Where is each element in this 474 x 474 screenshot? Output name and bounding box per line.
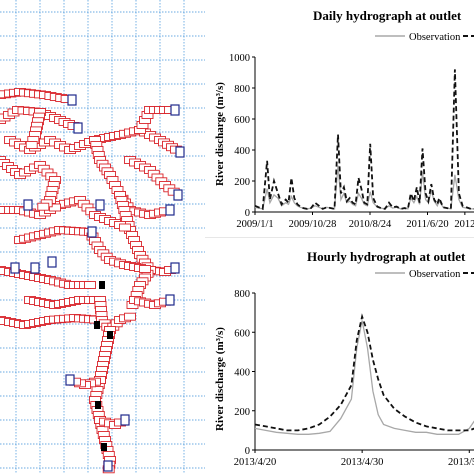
outlet-node bbox=[67, 94, 77, 106]
outlet-node bbox=[175, 146, 185, 158]
x-tick-label: 2013/4/20 bbox=[234, 457, 277, 468]
outlet-node bbox=[165, 204, 175, 216]
hourly-hydrograph-chart: Hourly hydrograph at outlet Observation … bbox=[205, 237, 474, 468]
series-line-observation bbox=[254, 165, 474, 210]
channel-segment bbox=[0, 156, 58, 181]
junction-marker bbox=[101, 443, 107, 451]
outlet-node bbox=[170, 262, 180, 274]
outlet-node bbox=[103, 460, 113, 472]
x-tick-label: 2013/4/30 bbox=[341, 457, 384, 468]
y-tick-label: 800 bbox=[234, 289, 250, 300]
outlet-node bbox=[47, 256, 57, 268]
chart-title: Hourly hydrograph at outlet bbox=[307, 249, 466, 264]
outlet-node bbox=[30, 262, 40, 274]
channel-segment bbox=[134, 106, 176, 134]
outlet-node bbox=[173, 189, 183, 201]
outlet-node bbox=[87, 226, 97, 238]
y-tick-label: 1000 bbox=[229, 53, 250, 64]
y-tick-label: 800 bbox=[234, 84, 250, 95]
legend-label-observation: Observation bbox=[409, 32, 461, 43]
outlet-node bbox=[95, 199, 105, 211]
channel-cell bbox=[139, 265, 151, 273]
daily-hydrograph-chart: Daily hydrograph at outlet Observation R… bbox=[214, 8, 474, 230]
channel-segment bbox=[0, 88, 73, 103]
y-tick-label: 600 bbox=[234, 115, 250, 126]
y-axis-label: River discharge (m³/s) bbox=[214, 82, 226, 186]
channel-segment bbox=[0, 106, 80, 130]
outlet-node bbox=[23, 199, 33, 211]
legend-label-observation: Observation bbox=[409, 269, 461, 280]
series-line-simulation bbox=[254, 313, 474, 432]
plot-area: 0 200 400 600 800 1000 2009/1/1 2009/10/28 2010/… bbox=[229, 53, 474, 230]
outlet-node bbox=[165, 294, 175, 306]
y-tick-label: 200 bbox=[234, 177, 250, 188]
y-tick-label: 200 bbox=[234, 407, 250, 418]
channel-cell bbox=[49, 203, 61, 212]
outlet-node bbox=[65, 374, 75, 386]
junction-marker bbox=[99, 281, 105, 289]
channel-cell bbox=[119, 223, 131, 232]
outlet-node bbox=[120, 414, 130, 426]
channel-segment bbox=[14, 226, 91, 244]
channel-cell bbox=[124, 312, 136, 321]
y-tick-label: 400 bbox=[234, 368, 250, 379]
channel-segment bbox=[37, 176, 61, 211]
x-tick-label: 2013/5/10 bbox=[448, 457, 474, 468]
x-tick-label: 2009/1/1 bbox=[236, 219, 273, 230]
channel-segment bbox=[54, 196, 131, 232]
channel-cell bbox=[37, 202, 50, 211]
channel-segment bbox=[114, 126, 182, 154]
y-tick-label: 0 bbox=[245, 446, 250, 457]
x-tick-label: 2011/6/20 bbox=[406, 219, 448, 230]
junction-marker bbox=[94, 321, 100, 329]
x-tick-label: 2009/10/28 bbox=[289, 219, 337, 230]
channel-segment bbox=[124, 156, 180, 196]
y-tick-label: 600 bbox=[234, 328, 250, 339]
y-tick-label: 400 bbox=[234, 146, 250, 157]
legend: Observation bbox=[375, 32, 474, 43]
channel-segment bbox=[0, 203, 61, 219]
channel-segment bbox=[129, 296, 171, 309]
channel-cell bbox=[84, 281, 96, 289]
channel-cell bbox=[25, 141, 38, 149]
channel-segment bbox=[0, 266, 96, 289]
river-network-map bbox=[0, 0, 205, 474]
legend: Observation bbox=[375, 269, 474, 280]
x-tick-label: 2012 bbox=[454, 219, 474, 230]
junction-marker bbox=[107, 331, 113, 339]
channel-segment bbox=[24, 296, 101, 309]
series-line-simulation bbox=[254, 69, 474, 211]
x-tick-label: 2010/8/24 bbox=[349, 219, 392, 230]
junction-marker bbox=[95, 401, 101, 409]
y-tick-label: 0 bbox=[245, 208, 250, 219]
series-line-observation bbox=[254, 320, 474, 435]
channel-segment bbox=[0, 314, 101, 329]
outlet-node bbox=[170, 104, 180, 116]
chart-title: Daily hydrograph at outlet bbox=[313, 8, 462, 23]
outlet-node bbox=[10, 262, 20, 274]
channel-segment bbox=[25, 108, 46, 149]
plot-area: 0 200 400 600 800 2013/4/20 2013/4/30 2013/5/10 bbox=[234, 289, 474, 468]
river-network-canvas bbox=[0, 0, 205, 474]
outlet-node bbox=[73, 122, 83, 134]
y-axis-label: River discharge (m³/s) bbox=[214, 327, 226, 431]
